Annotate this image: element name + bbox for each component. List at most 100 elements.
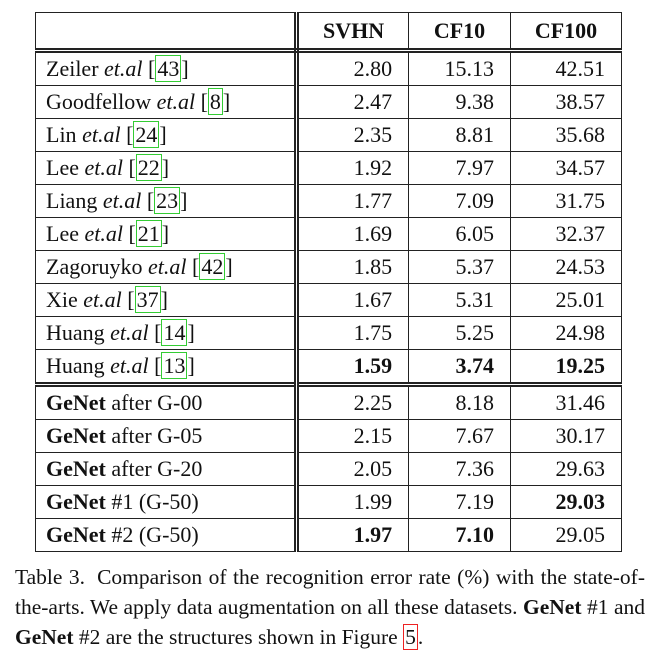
- citation[interactable]: 42: [199, 253, 226, 280]
- method-name: GeNet: [46, 390, 106, 415]
- caption-text: Comparison of the recognition error rate…: [15, 565, 645, 619]
- citation[interactable]: 23: [154, 187, 181, 214]
- citation[interactable]: 37: [134, 286, 161, 313]
- value-cell: 2.47: [295, 85, 410, 119]
- bracket: ]: [161, 221, 170, 246]
- citation[interactable]: 21: [135, 220, 162, 247]
- header-corner: [35, 12, 299, 53]
- header-row: SVHN CF10 CF100: [35, 12, 623, 53]
- table-row: GeNet #1 (G-50) 1.99 7.19 29.03: [35, 485, 623, 519]
- citation[interactable]: 22: [135, 154, 162, 181]
- value-cell: 25.01: [509, 283, 623, 317]
- value-cell: 2.25: [295, 382, 410, 420]
- et-al: et.al: [84, 155, 123, 180]
- value-cell: 19.25: [509, 349, 623, 385]
- method-cell: Lee et.al [21]: [35, 217, 299, 251]
- caption-text: GeNet: [523, 595, 582, 619]
- et-al: et.al: [102, 188, 142, 213]
- method-cell: Lin et.al [24]: [35, 118, 299, 152]
- bracket: [: [128, 221, 136, 246]
- et-al: et.al: [110, 353, 149, 378]
- value-cell: 6.05: [408, 217, 511, 251]
- value-cell: 30.17: [509, 419, 623, 453]
- method-cell: Lee et.al [22]: [35, 151, 299, 185]
- value-cell: 24.53: [509, 250, 623, 284]
- table-row: Huang et.al [13] 1.59 3.74 19.25: [35, 349, 623, 385]
- method-name: Lee: [46, 155, 79, 180]
- value-cell: 15.13: [408, 48, 511, 86]
- method-name: GeNet: [46, 423, 106, 448]
- method-name: GeNet: [46, 522, 106, 547]
- method-cell: Goodfellow et.al [8]: [35, 85, 299, 119]
- bracket: [: [148, 56, 156, 81]
- et-al: et.al: [156, 89, 196, 114]
- caption: Table 3. Comparison of the recognition er…: [15, 562, 645, 652]
- value-cell: 2.35: [295, 118, 410, 152]
- bracket: ]: [180, 188, 188, 213]
- method-name: Zeiler: [46, 56, 99, 81]
- figure-link[interactable]: 5: [403, 624, 418, 650]
- caption-text: #2 are the structures shown in Figure: [73, 625, 404, 649]
- value-cell: 1.99: [295, 485, 410, 519]
- citation[interactable]: 13: [161, 352, 188, 379]
- method-name: Goodfellow: [46, 89, 152, 114]
- value-cell: 5.37: [408, 250, 511, 284]
- method-name: Zagoruyko: [46, 254, 143, 279]
- method-variant: after G-05: [111, 423, 203, 448]
- method-cell: GeNet after G-00: [35, 382, 299, 420]
- table-row: Goodfellow et.al [8] 2.47 9.38 38.57: [35, 85, 623, 119]
- et-al: et.al: [110, 320, 149, 345]
- method-name: Huang: [46, 353, 105, 378]
- value-cell: 7.36: [408, 452, 511, 486]
- bracket: ]: [187, 320, 195, 345]
- method-cell: Zeiler et.al [43]: [35, 48, 299, 86]
- citation[interactable]: 24: [133, 121, 160, 148]
- citation[interactable]: 43: [155, 55, 182, 82]
- caption-text: GeNet: [15, 625, 74, 649]
- table-row: Lee et.al [21] 1.69 6.05 32.37: [35, 217, 623, 251]
- citation[interactable]: 8: [207, 88, 223, 115]
- bracket: ]: [225, 254, 233, 279]
- value-cell: 2.80: [295, 48, 410, 86]
- table-row: Huang et.al [14] 1.75 5.25 24.98: [35, 316, 623, 350]
- bracket: ]: [160, 287, 168, 312]
- method-cell: GeNet after G-20: [35, 452, 299, 486]
- value-cell: 8.18: [408, 382, 511, 420]
- bracket: [: [154, 320, 162, 345]
- method-cell: GeNet #2 (G-50): [35, 518, 299, 552]
- caption-label: Table 3.: [15, 565, 86, 589]
- value-cell: 24.98: [509, 316, 623, 350]
- method-name: Xie: [46, 287, 78, 312]
- table-row: Lee et.al [22] 1.92 7.97 34.57: [35, 151, 623, 185]
- value-cell: 1.59: [295, 349, 410, 385]
- method-name: Liang: [46, 188, 98, 213]
- bracket: [: [200, 89, 208, 114]
- value-cell: 38.57: [509, 85, 623, 119]
- value-cell: 3.74: [408, 349, 511, 385]
- value-cell: 2.15: [295, 419, 410, 453]
- value-cell: 34.57: [509, 151, 623, 185]
- value-cell: 1.85: [295, 250, 410, 284]
- et-al: et.al: [83, 287, 122, 312]
- et-al: et.al: [84, 221, 123, 246]
- table-row: Lin et.al [24] 2.35 8.81 35.68: [35, 118, 623, 152]
- column-header: SVHN: [295, 12, 410, 53]
- bracket: ]: [161, 155, 170, 180]
- results-table: SVHN CF10 CF100 Zeiler et.al [43] 2.80 15.…: [35, 12, 623, 552]
- value-cell: 1.67: [295, 283, 410, 317]
- value-cell: 42.51: [509, 48, 623, 86]
- value-cell: 8.81: [408, 118, 511, 152]
- method-variant: #2 (G-50): [111, 522, 199, 547]
- table-row: GeNet #2 (G-50) 1.97 7.10 29.05: [35, 518, 623, 552]
- table-row: Zagoruyko et.al [42] 1.85 5.37 24.53: [35, 250, 623, 284]
- caption-text: #1 and: [581, 595, 646, 619]
- value-cell: 1.77: [295, 184, 410, 218]
- value-cell: 32.37: [509, 217, 623, 251]
- value-cell: 7.67: [408, 419, 511, 453]
- citation[interactable]: 14: [161, 319, 188, 346]
- bracket: [: [127, 287, 135, 312]
- value-cell: 5.25: [408, 316, 511, 350]
- column-header: CF100: [509, 12, 623, 53]
- value-cell: 5.31: [408, 283, 511, 317]
